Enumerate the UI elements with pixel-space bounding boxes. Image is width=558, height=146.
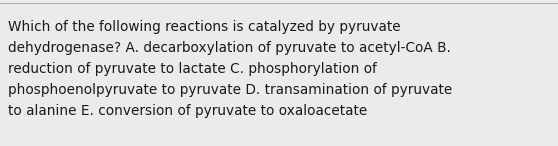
Text: dehydrogenase? A. decarboxylation of pyruvate to acetyl-CoA B.: dehydrogenase? A. decarboxylation of pyr… — [8, 41, 451, 55]
Text: phosphoenolpyruvate to pyruvate D. transamination of pyruvate: phosphoenolpyruvate to pyruvate D. trans… — [8, 83, 452, 97]
Text: reduction of pyruvate to lactate C. phosphorylation of: reduction of pyruvate to lactate C. phos… — [8, 62, 377, 76]
Text: Which of the following reactions is catalyzed by pyruvate: Which of the following reactions is cata… — [8, 20, 401, 34]
Text: to alanine E. conversion of pyruvate to oxaloacetate: to alanine E. conversion of pyruvate to … — [8, 104, 367, 118]
